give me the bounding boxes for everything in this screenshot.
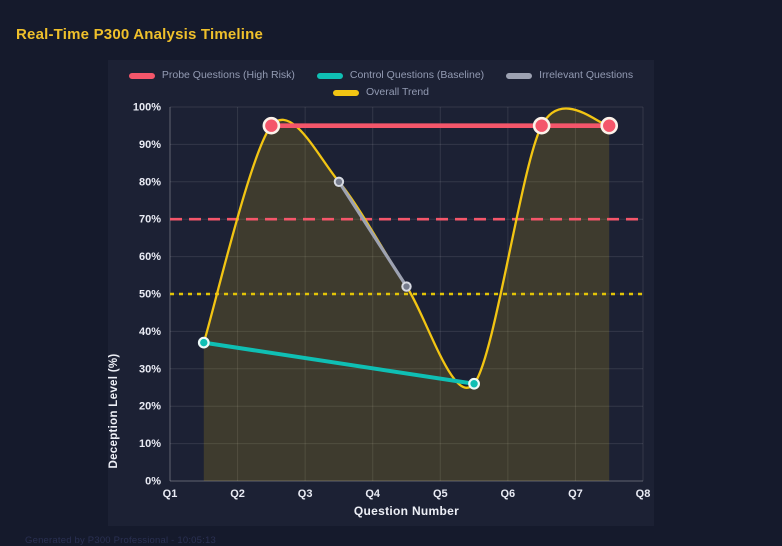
y-tick-label: 30% bbox=[139, 363, 161, 375]
y-axis-title: Deception Level (%) bbox=[108, 353, 120, 469]
x-tick-label: Q8 bbox=[636, 488, 651, 500]
y-tick-label: 70% bbox=[139, 214, 161, 226]
legend-label-control: Control Questions (Baseline) bbox=[349, 69, 485, 81]
data-point-probe[interactable] bbox=[262, 116, 281, 135]
y-tick-label: 60% bbox=[139, 251, 161, 263]
legend-swatch-control-icon bbox=[316, 72, 343, 79]
data-point-probe[interactable] bbox=[600, 116, 619, 135]
legend-label-irrelevant: Irrelevant Questions bbox=[539, 69, 634, 81]
legend-item-probe-questions[interactable]: Probe Questions (High Risk) bbox=[128, 69, 295, 82]
tick-labels: 0% 10% 20% 30% 40% 50% 60% 70% 80% 90% 100% Q1 Q2 Q3 Q… bbox=[133, 102, 650, 501]
legend-row-1: Probe Questions (High Risk) Control Ques… bbox=[128, 69, 633, 82]
x-axis-title: Question Number bbox=[353, 504, 460, 518]
y-tick-label: 100% bbox=[133, 102, 161, 114]
x-tick-label: Q2 bbox=[230, 488, 245, 500]
legend-label-trend: Overall Trend bbox=[365, 86, 430, 98]
data-point-irrelevant[interactable] bbox=[333, 176, 345, 188]
series-line-irrelevant bbox=[337, 180, 409, 289]
x-tick-label: Q7 bbox=[568, 488, 583, 500]
y-tick-label: 20% bbox=[139, 401, 161, 413]
series-markers-control bbox=[197, 336, 480, 390]
legend-row-2: Overall Trend bbox=[332, 86, 430, 99]
timeline-chart-panel: Probe Questions (High Risk) Control Ques… bbox=[108, 60, 654, 526]
chart-legend: Probe Questions (High Risk) Control Ques… bbox=[108, 69, 654, 99]
legend-item-irrelevant-questions[interactable]: Irrelevant Questions bbox=[506, 69, 633, 82]
x-tick-label: Q5 bbox=[433, 488, 448, 500]
x-tick-label: Q3 bbox=[298, 488, 313, 500]
data-point-probe[interactable] bbox=[532, 116, 551, 135]
series-markers-probe bbox=[262, 116, 619, 135]
y-tick-label: 80% bbox=[139, 176, 161, 188]
legend-item-control-questions[interactable]: Control Questions (Baseline) bbox=[316, 69, 485, 82]
y-tick-label: 90% bbox=[139, 139, 161, 151]
data-point-control[interactable] bbox=[197, 336, 210, 349]
data-point-irrelevant[interactable] bbox=[401, 281, 412, 292]
x-tick-label: Q4 bbox=[365, 488, 381, 500]
y-tick-label: 10% bbox=[139, 438, 161, 450]
legend-item-overall-trend[interactable]: Overall Trend bbox=[332, 86, 430, 99]
legend-label-probe: Probe Questions (High Risk) bbox=[161, 69, 295, 81]
data-point-control[interactable] bbox=[468, 377, 480, 390]
footer-note: Generated by P300 Professional - 10:05:1… bbox=[25, 535, 216, 546]
series-markers-irrelevant bbox=[333, 176, 412, 292]
x-tick-label: Q1 bbox=[163, 488, 178, 500]
y-tick-label: 40% bbox=[139, 326, 161, 338]
page-title: Real-Time P300 Analysis Timeline bbox=[16, 26, 264, 43]
y-tick-label: 50% bbox=[139, 289, 161, 301]
legend-swatch-trend-icon bbox=[332, 89, 359, 96]
y-tick-label: 0% bbox=[145, 476, 161, 488]
legend-swatch-probe-icon bbox=[128, 72, 155, 79]
x-tick-label: Q6 bbox=[501, 488, 516, 500]
deception-level-plot[interactable]: 0% 10% 20% 30% 40% 50% 60% 70% 80% 90% 100% Q1 Q2 Q3 Q… bbox=[108, 60, 654, 526]
series-line-control bbox=[201, 340, 477, 386]
legend-swatch-irrelevant-icon bbox=[506, 72, 533, 79]
